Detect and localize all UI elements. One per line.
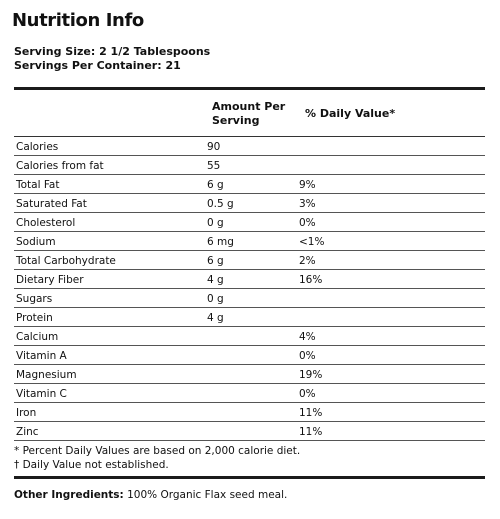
nutrient-name: Magnesium [16, 369, 77, 381]
nutrient-name: Calcium [16, 331, 59, 343]
nutrient-amount: 6 g [207, 255, 224, 267]
nutrient-daily-value: 16% [299, 274, 323, 286]
nutrient-daily-value: 4% [299, 331, 316, 343]
table-row: Calories from fat 55 [14, 156, 485, 175]
ingredients-label: Other Ingredients: [14, 489, 124, 501]
nutrient-name: Zinc [16, 426, 39, 438]
nutrient-name: Vitamin A [16, 350, 67, 362]
nutrient-name: Total Carbohydrate [16, 255, 116, 267]
nutrient-amount: 0 g [207, 293, 224, 305]
nutrient-name: Iron [16, 407, 37, 419]
top-divider [14, 87, 485, 90]
nutrient-daily-value: 3% [299, 198, 316, 210]
footnote-percent: * Percent Daily Values are based on 2,00… [14, 445, 301, 457]
table-row: Sodium 6 mg <1% [14, 232, 485, 251]
nutrient-amount: 4 g [207, 274, 224, 286]
nutrient-amount: 0.5 g [207, 198, 234, 210]
nutrient-name: Total Fat [16, 179, 60, 191]
nutrient-name: Sodium [16, 236, 56, 248]
table-row: Magnesium 19% [14, 365, 485, 384]
nutrient-name: Protein [16, 312, 53, 324]
nutrient-name: Saturated Fat [16, 198, 87, 210]
table-row: Calories 90 [14, 137, 485, 156]
nutrient-daily-value: 11% [299, 426, 323, 438]
nutrient-daily-value: 19% [299, 369, 323, 381]
footnotes: * Percent Daily Values are based on 2,00… [14, 444, 300, 472]
amount-per-serving-header: Amount Per Serving [212, 100, 285, 128]
table-row: Protein 4 g [14, 308, 485, 327]
nutrient-amount: 6 mg [207, 236, 234, 248]
nutrient-daily-value: 11% [299, 407, 323, 419]
nutrient-amount: 4 g [207, 312, 224, 324]
table-row: Cholesterol 0 g 0% [14, 213, 485, 232]
nutrient-daily-value: 9% [299, 179, 316, 191]
nutrient-amount: 55 [207, 160, 221, 172]
nutrient-amount: 90 [207, 141, 221, 153]
nutrient-daily-value: 0% [299, 217, 316, 229]
table-row: Dietary Fiber 4 g 16% [14, 270, 485, 289]
bottom-divider [14, 476, 485, 479]
table-row: Iron 11% [14, 403, 485, 422]
footnote-dagger: † Daily Value not established. [14, 459, 169, 471]
table-row: Zinc 11% [14, 422, 485, 441]
ingredients-text: 100% Organic Flax seed meal. [123, 489, 288, 501]
table-row: Calcium 4% [14, 327, 485, 346]
nutrient-daily-value: 0% [299, 350, 316, 362]
nutrient-daily-value: <1% [299, 236, 325, 248]
page-title: Nutrition Info [12, 10, 144, 31]
nutrient-daily-value: 2% [299, 255, 316, 267]
nutrient-amount: 0 g [207, 217, 224, 229]
amount-header-line1: Amount Per [212, 100, 286, 113]
table-row: Saturated Fat 0.5 g 3% [14, 194, 485, 213]
nutrient-name: Vitamin C [16, 388, 67, 400]
servings-per-container: Servings Per Container: 21 [14, 59, 181, 72]
nutrient-name: Calories from fat [16, 160, 104, 172]
nutrient-table: Calories 90 Calories from fat 55 Total Fat 6 … [14, 136, 485, 441]
table-row: Vitamin C 0% [14, 384, 485, 403]
amount-header-line2: Serving [212, 114, 260, 127]
table-row: Total Fat 6 g 9% [14, 175, 485, 194]
nutrient-name: Cholesterol [16, 217, 76, 229]
nutrient-name: Calories [16, 141, 59, 153]
other-ingredients: Other Ingredients: 100% Organic Flax see… [14, 489, 287, 502]
serving-size: Serving Size: 2 1/2 Tablespoons [14, 45, 211, 58]
table-row: Total Carbohydrate 6 g 2% [14, 251, 485, 270]
serving-info: Serving Size: 2 1/2 Tablespoons Servings… [14, 45, 210, 73]
table-row: Vitamin A 0% [14, 346, 485, 365]
table-row: Sugars 0 g [14, 289, 485, 308]
nutrient-name: Sugars [16, 293, 53, 305]
daily-value-header: % Daily Value* [305, 107, 396, 120]
nutrient-name: Dietary Fiber [16, 274, 84, 286]
nutrient-amount: 6 g [207, 179, 224, 191]
nutrient-daily-value: 0% [299, 388, 316, 400]
